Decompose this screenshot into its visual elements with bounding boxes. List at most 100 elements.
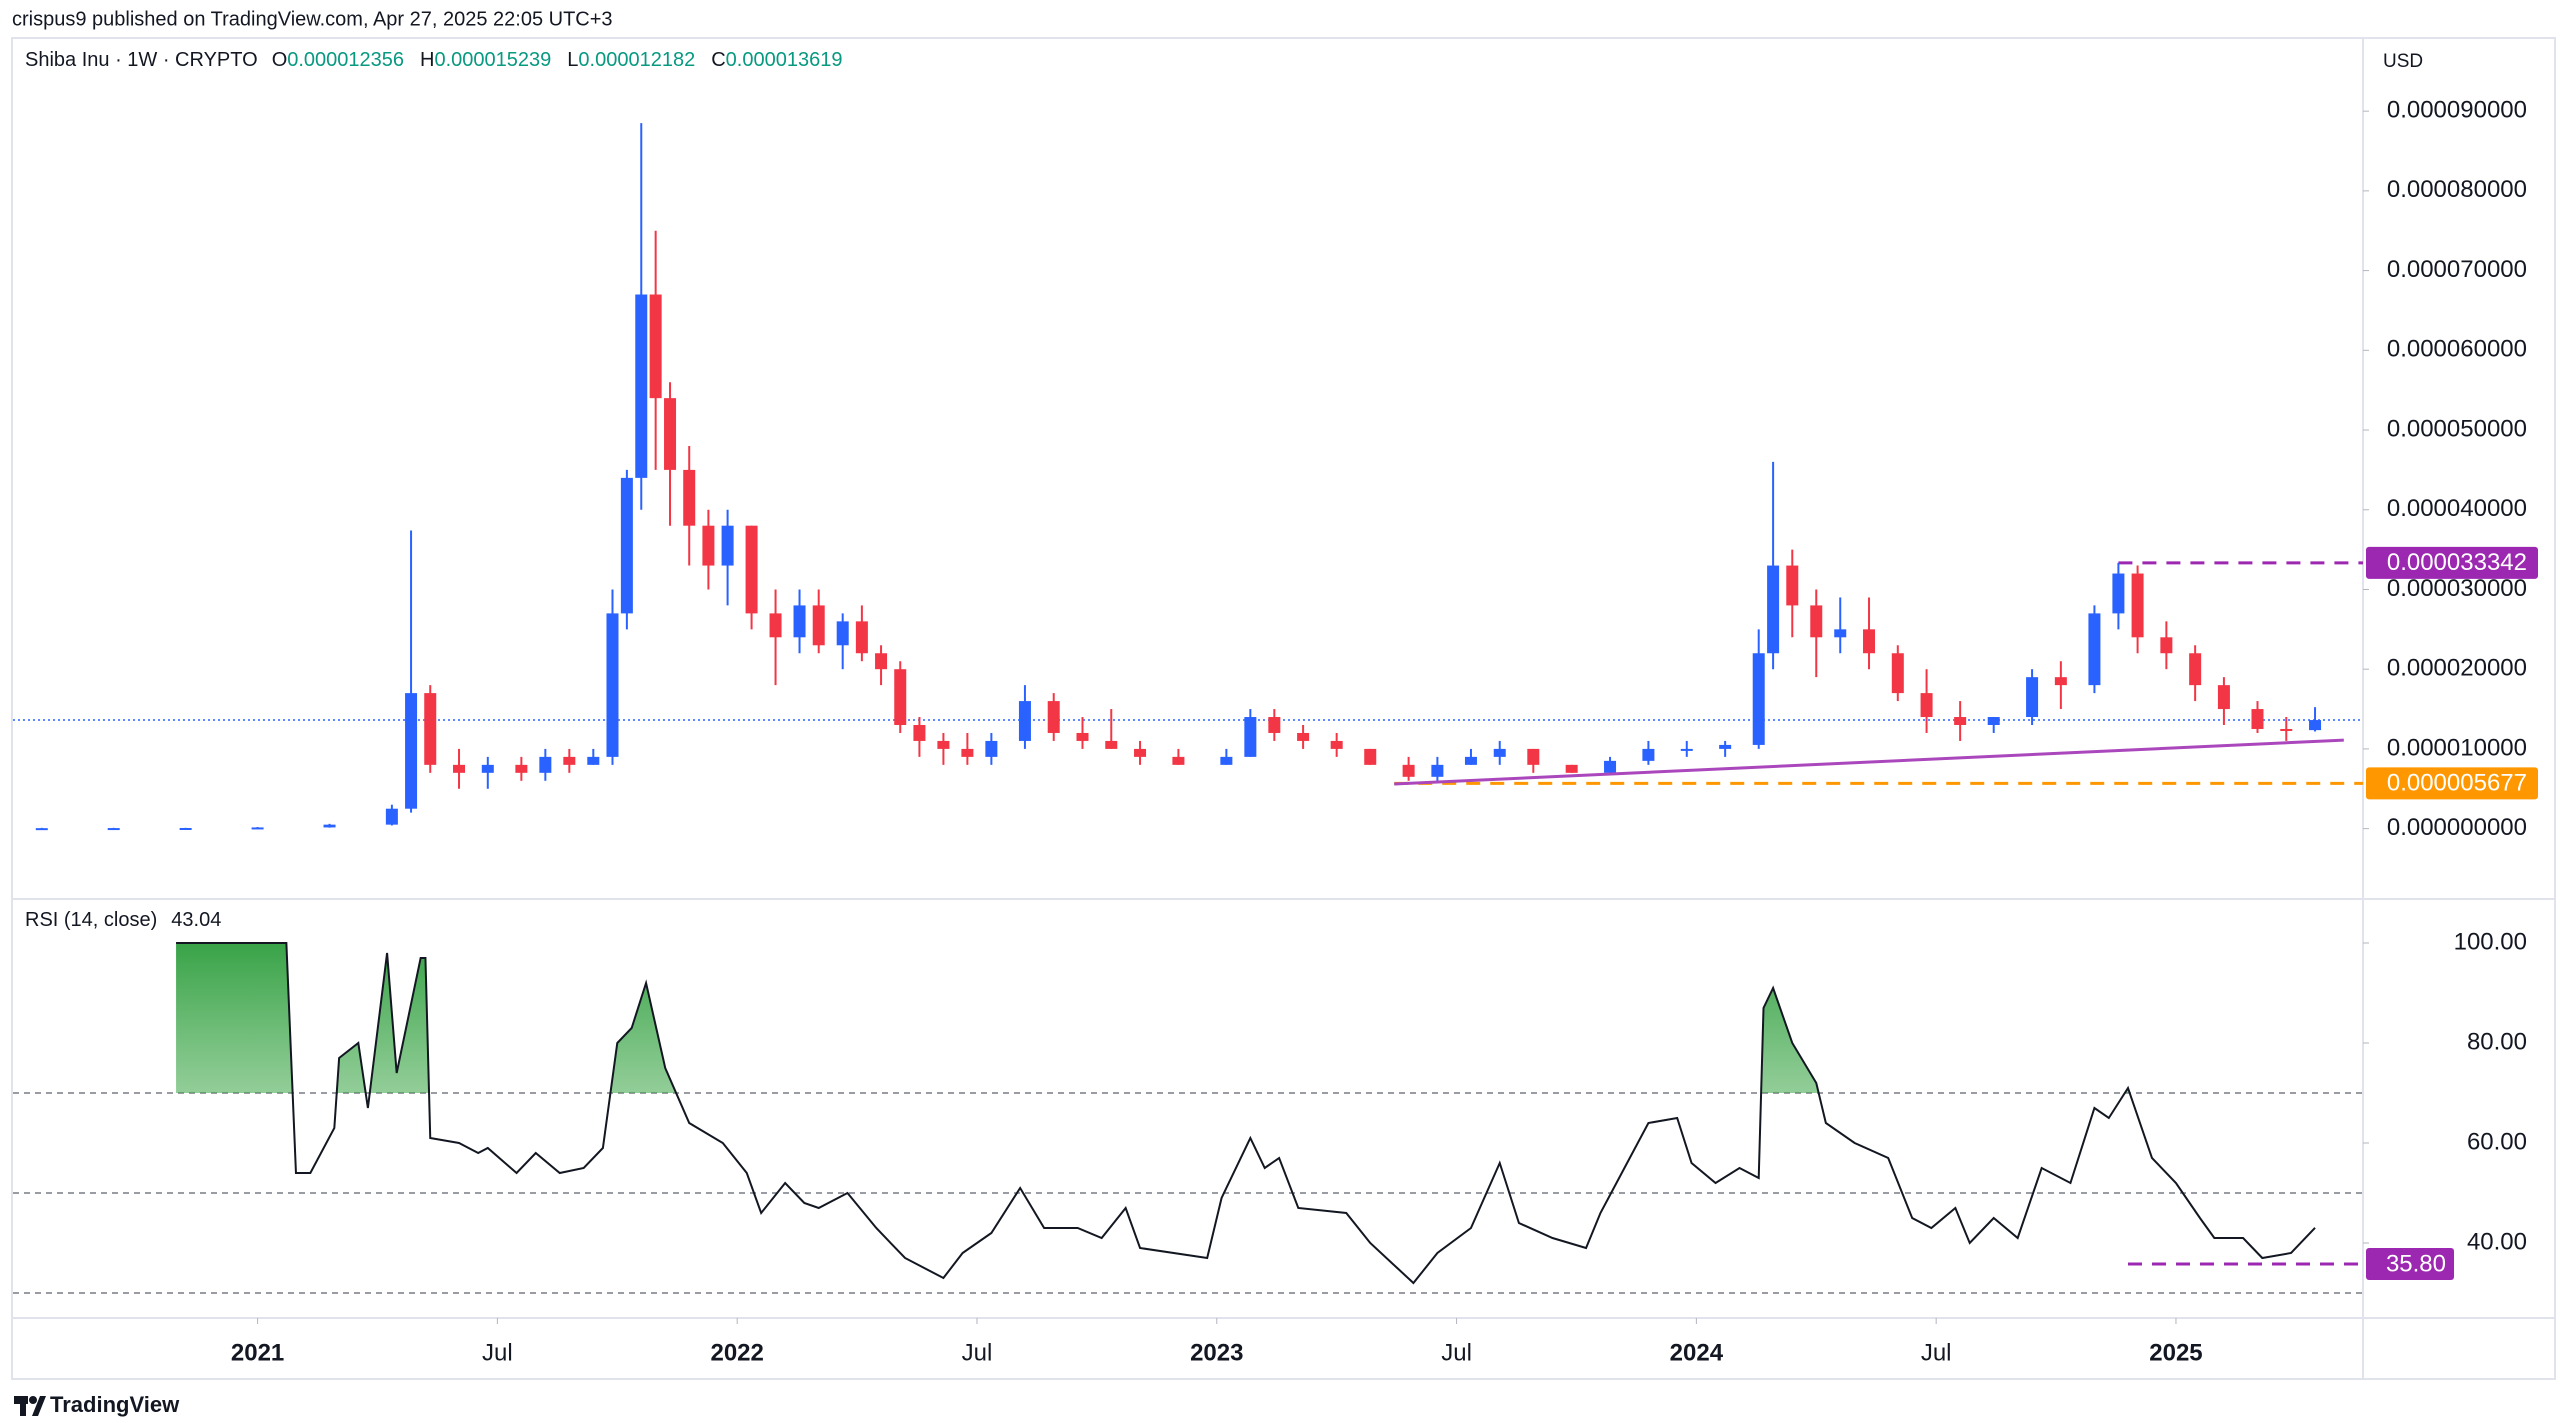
candle-body <box>1863 629 1876 654</box>
candle-body <box>2160 637 2173 654</box>
candle-body <box>1220 756 1233 765</box>
candle-body <box>1244 717 1257 757</box>
y-tick-label: 40.00 <box>2467 1228 2527 1255</box>
candle-body <box>539 756 552 773</box>
overbought-fill <box>176 943 2316 1093</box>
candle-body <box>721 525 734 566</box>
candle-body <box>1330 740 1343 749</box>
candle-body <box>606 613 619 757</box>
candle-body <box>769 613 782 638</box>
candle-body <box>1604 760 1617 773</box>
candle-body <box>1018 701 1031 741</box>
candle-body <box>2088 613 2101 686</box>
level-label-box <box>2366 1248 2454 1280</box>
candle-body <box>2054 677 2067 686</box>
candle-body <box>913 724 926 741</box>
footer-brand: TradingView <box>50 1392 180 1417</box>
candle-body <box>937 740 950 749</box>
candle-body <box>812 605 825 646</box>
candle-body <box>793 605 806 638</box>
candle-body <box>251 827 264 830</box>
publisher-line: crispus9 published on TradingView.com, A… <box>12 8 613 30</box>
candle-body <box>894 669 907 725</box>
candle-body <box>1891 653 1904 694</box>
x-tick-label: Jul <box>1441 1339 1472 1366</box>
pane <box>13 123 2363 831</box>
candle-body <box>453 764 466 773</box>
candle-body <box>745 525 758 614</box>
x-tick-label: 2023 <box>1190 1339 1243 1366</box>
y-tick-label: 0.000020000 <box>2387 655 2527 682</box>
x-tick-label: 2022 <box>710 1339 763 1366</box>
candle-body <box>563 756 576 765</box>
level-label: 0.000005677 <box>2387 770 2527 797</box>
candle-body <box>2131 573 2144 638</box>
level-label-box <box>2366 546 2538 579</box>
candle-body <box>649 294 662 399</box>
level-label-box <box>2366 767 2538 800</box>
candle-body <box>1680 748 1693 751</box>
y-tick-label: 100.00 <box>2454 928 2527 955</box>
x-tick-label: 2021 <box>231 1339 284 1366</box>
candle-body <box>1786 565 1799 606</box>
y-tick-label: 0.000080000 <box>2387 176 2527 203</box>
candle-body <box>1767 565 1780 654</box>
x-tick-label: Jul <box>962 1339 993 1366</box>
legend-value: 0.000015239 <box>435 49 552 71</box>
y-tick-label: 0.000060000 <box>2387 336 2527 363</box>
candle-body <box>1431 764 1444 777</box>
x-tick-label: Jul <box>482 1339 513 1366</box>
legend-value: 0.000012356 <box>287 49 404 71</box>
candle-body <box>1297 732 1310 741</box>
trendline <box>1394 738 2344 786</box>
legend-key: H <box>420 49 434 71</box>
y-tick-label: 0.000090000 <box>2387 96 2527 123</box>
candle-body <box>2280 728 2293 731</box>
legend-symbol: Shiba Inu · 1W · CRYPTO <box>25 49 258 71</box>
candle-body <box>1642 748 1655 761</box>
candle-body <box>985 740 998 757</box>
candle-body <box>1493 748 1506 757</box>
candle-body <box>1172 756 1185 765</box>
candle-body <box>1105 740 1118 749</box>
candle-body <box>1402 764 1415 777</box>
candle-body <box>1565 764 1578 773</box>
candle-body <box>2251 709 2264 729</box>
candle-body <box>1047 701 1060 733</box>
y-tick-label: 80.00 <box>2467 1028 2527 1055</box>
candle-body <box>2309 720 2322 731</box>
candle-body <box>620 477 633 614</box>
candle-body <box>515 764 528 773</box>
y-axis-unit: USD <box>2383 51 2423 72</box>
y-tick-label: 0.000040000 <box>2387 495 2527 522</box>
y-tick-label: 60.00 <box>2467 1128 2527 1155</box>
rsi-line <box>176 942 2316 1285</box>
candle-body <box>323 824 336 828</box>
frame <box>11 37 2556 1380</box>
candle-body <box>1920 693 1933 718</box>
legend-value: 0.000013619 <box>726 49 843 71</box>
candle-body <box>855 621 868 654</box>
candle-body <box>2189 653 2202 686</box>
candle-body <box>385 808 398 825</box>
legend-key: L <box>567 49 578 71</box>
tradingview-logo <box>14 1396 46 1416</box>
candle-body <box>2112 573 2125 614</box>
candle-body <box>35 828 48 831</box>
x-tick-label: Jul <box>1921 1339 1952 1366</box>
legend: RSI (14, close) 43.04 <box>25 909 221 931</box>
candle-body <box>1810 605 1823 638</box>
y-tick-label: 0.000050000 <box>2387 415 2527 442</box>
candle-body <box>1834 629 1847 638</box>
legend-value: 0.000012182 <box>578 49 695 71</box>
candle-body <box>635 294 648 478</box>
candle-body <box>2217 685 2230 710</box>
y-tick-label: 0.000010000 <box>2387 734 2527 761</box>
candle-body <box>836 621 849 646</box>
candle-body <box>1364 748 1377 765</box>
candle-body <box>587 756 600 765</box>
x-tick-label: 2024 <box>1670 1339 1724 1366</box>
